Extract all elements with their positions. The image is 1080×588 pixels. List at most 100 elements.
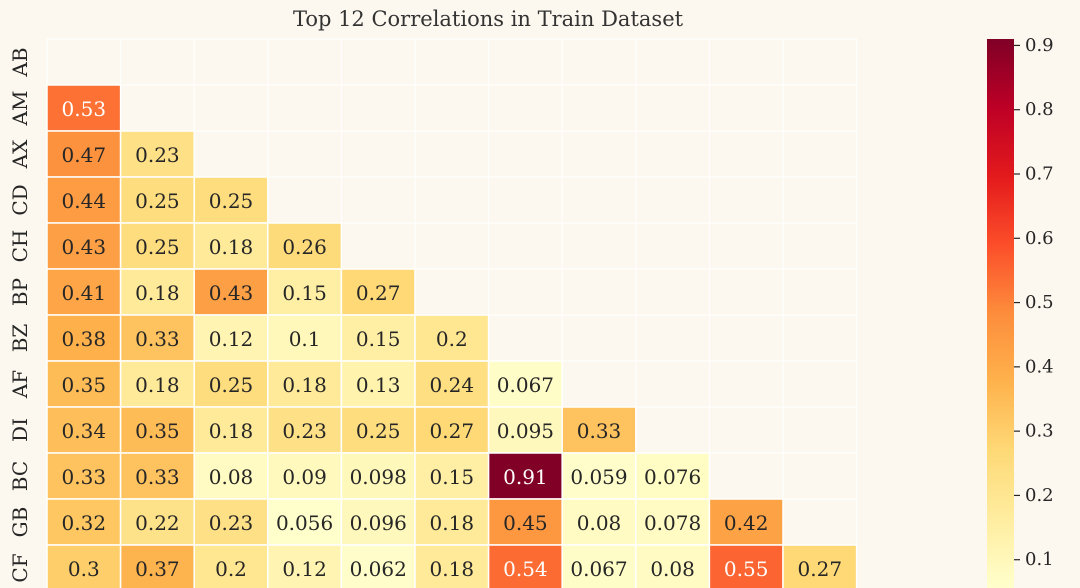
heatmap-cell (561, 544, 637, 588)
row-label-af: AF (8, 370, 32, 399)
colorbar: 0.1 0.2 0.3 0.4 0.5 0.6 0.7 0.8 0.9 (987, 35, 1054, 588)
cell-value-label: 0.23 (135, 143, 180, 167)
cell-value-label: 0.2 (436, 327, 468, 351)
cell-value-label: 0.33 (135, 465, 180, 489)
cell-value-label: 0.34 (62, 419, 107, 443)
row-label-bp: BP (8, 278, 32, 306)
cell-value-label: 0.43 (62, 235, 107, 259)
colorbar-tick-label: 0.3 (1025, 421, 1054, 442)
cell-value-label: 0.25 (209, 373, 254, 397)
cell-value-label: 0.18 (135, 373, 180, 397)
cell-value-label: 0.08 (577, 511, 622, 535)
heatmap-cell (635, 498, 711, 546)
heatmap-cell (193, 498, 269, 546)
cell-value-label: 0.45 (503, 511, 548, 535)
cell-value-label: 0.25 (356, 419, 401, 443)
heatmap-cell (119, 498, 195, 546)
heatmap-cell (46, 84, 122, 132)
cell-value-label: 0.18 (209, 235, 254, 259)
heatmap-cell (340, 314, 416, 362)
heatmap-cell (193, 360, 269, 408)
heatmap-cell (561, 498, 637, 546)
heatmap-cell (193, 544, 269, 588)
cell-value-label: 0.18 (282, 373, 327, 397)
heatmap-cell (267, 268, 343, 316)
heatmap-cell (340, 406, 416, 454)
cell-value-label: 0.32 (62, 511, 107, 535)
cell-value-label: 0.53 (62, 97, 107, 121)
heatmap-cell (119, 130, 195, 178)
colorbar-tick-label: 0.6 (1025, 228, 1054, 249)
heatmap-cell (119, 268, 195, 316)
heatmap-cell (119, 452, 195, 500)
cell-value-label: 0.059 (570, 465, 627, 489)
row-label-am: AM (8, 91, 32, 127)
cell-value-label: 0.91 (503, 465, 548, 489)
cell-value-label: 0.12 (282, 557, 327, 581)
cell-value-label: 0.27 (356, 281, 401, 305)
colorbar-tick-label: 0.9 (1025, 35, 1054, 56)
cell-value-label: 0.096 (350, 511, 407, 535)
heatmap-cell (635, 452, 711, 500)
row-label-bz: BZ (8, 324, 32, 353)
cell-value-label: 0.067 (497, 373, 554, 397)
row-label-ax: AX (8, 139, 32, 169)
heatmap-cell (414, 544, 490, 588)
cell-value-label: 0.2 (215, 557, 247, 581)
colorbar-tick-label: 0.2 (1025, 485, 1054, 506)
cell-value-label: 0.25 (135, 189, 180, 213)
heatmap-cell (46, 268, 122, 316)
heatmap-cell (119, 314, 195, 362)
cell-value-label: 0.23 (282, 419, 327, 443)
cell-value-label: 0.098 (350, 465, 407, 489)
heatmap-cell (193, 222, 269, 270)
cell-value-label: 0.18 (430, 511, 475, 535)
cell-value-label: 0.44 (62, 189, 107, 213)
cell-value-label: 0.08 (650, 557, 695, 581)
heatmap-cell (487, 498, 563, 546)
heatmap-cell (340, 544, 416, 588)
cell-value-label: 0.25 (209, 189, 254, 213)
cell-value-label: 0.35 (135, 419, 180, 443)
cell-value-label: 0.41 (62, 281, 107, 305)
heatmap-cell (193, 176, 269, 224)
cell-value-label: 0.13 (356, 373, 401, 397)
row-label-cd: CD (8, 184, 32, 215)
cell-value-label: 0.1 (289, 327, 321, 351)
colorbar-tick-label: 0.8 (1025, 99, 1054, 120)
cell-value-label: 0.27 (798, 557, 843, 581)
heatmap-cell (46, 176, 122, 224)
cell-value-label: 0.47 (62, 143, 107, 167)
cell-value-label: 0.33 (62, 465, 107, 489)
colorbar-tick-label: 0.5 (1025, 292, 1054, 313)
heatmap-cell (193, 452, 269, 500)
heatmap-cell (119, 222, 195, 270)
heatmap-cell (340, 360, 416, 408)
cell-value-label: 0.22 (135, 511, 180, 535)
heatmap-cell (267, 498, 343, 546)
heatmap-cell (414, 406, 490, 454)
heatmap-cell (561, 452, 637, 500)
cell-value-label: 0.33 (135, 327, 180, 351)
heatmap-cell (46, 130, 122, 178)
cell-value-label: 0.42 (724, 511, 769, 535)
heatmap-cell (193, 314, 269, 362)
cell-value-label: 0.15 (430, 465, 475, 489)
heatmap-cell (46, 314, 122, 362)
cell-value-label: 0.15 (356, 327, 401, 351)
heatmap-cell (193, 268, 269, 316)
heatmap-cell (561, 406, 637, 454)
heatmap-cell (340, 498, 416, 546)
cell-value-label: 0.18 (135, 281, 180, 305)
heatmap-cell (340, 452, 416, 500)
heatmap-cell (414, 314, 490, 362)
cell-value-label: 0.18 (430, 557, 475, 581)
colorbar-tick-label: 0.1 (1025, 549, 1054, 570)
cell-value-label: 0.25 (135, 235, 180, 259)
cell-value-label: 0.076 (644, 465, 701, 489)
cell-value-label: 0.15 (282, 281, 327, 305)
row-label-cf: CF (8, 553, 32, 582)
cell-value-label: 0.078 (644, 511, 701, 535)
cell-value-label: 0.55 (724, 557, 769, 581)
